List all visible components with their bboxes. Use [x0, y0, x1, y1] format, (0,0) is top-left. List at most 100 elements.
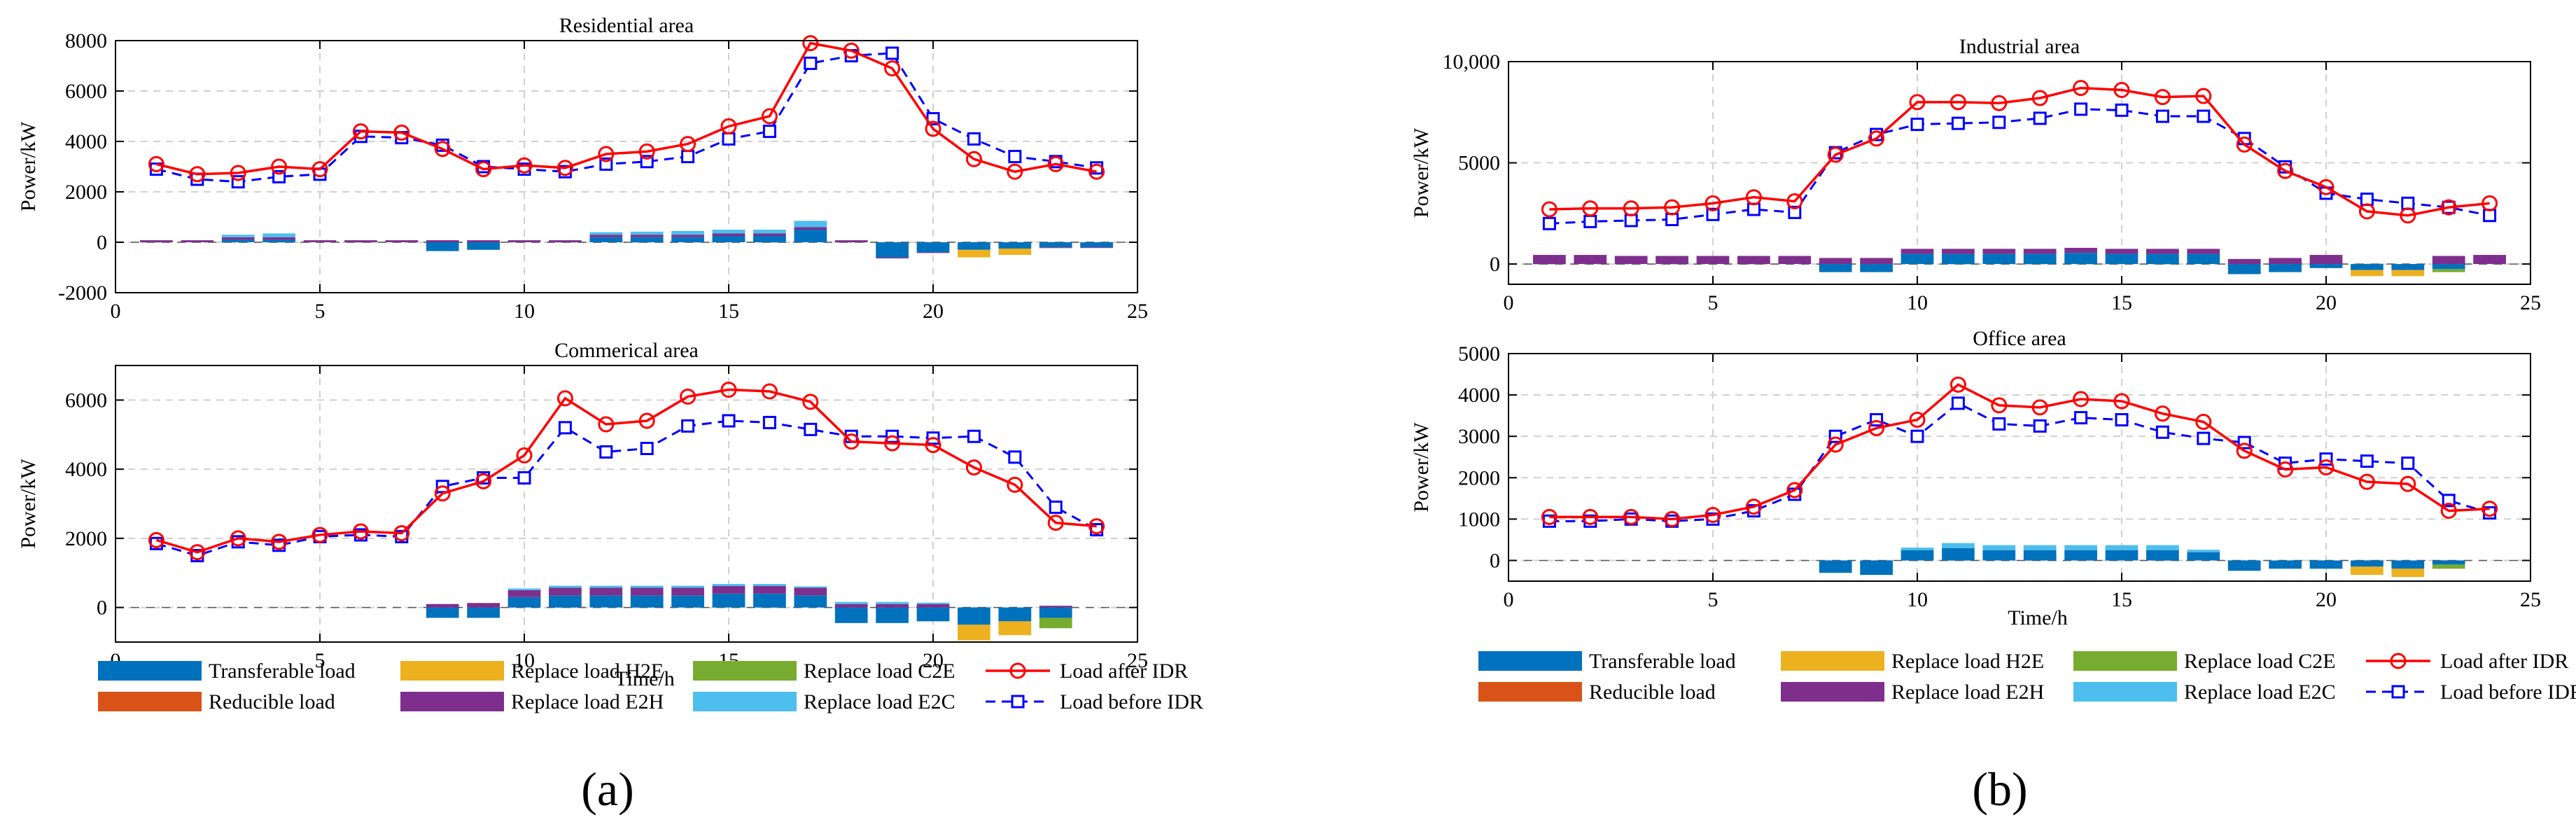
point-after-idr: [2113, 81, 2130, 98]
y-tick-label: 8000: [65, 29, 107, 53]
point-before-idr: [1910, 118, 1924, 132]
bar-e2h: [916, 252, 950, 253]
point-after-idr: [884, 435, 901, 452]
bar-transferable: [630, 595, 664, 608]
legend-label-h2e: Replace load H2E: [511, 660, 664, 683]
point-before-idr: [1828, 429, 1842, 443]
y-tick-label: 10,000: [1443, 50, 1501, 74]
plot-area: [115, 365, 1138, 642]
bar-e2h: [1039, 247, 1072, 249]
point-after-idr: [761, 383, 778, 400]
bar-transferable: [2064, 550, 2097, 561]
bar-transferable: [2309, 560, 2343, 569]
bar-transferable: [549, 595, 582, 608]
bar-transferable: [794, 230, 827, 242]
point-after-idr: [1047, 515, 1064, 531]
point-after-idr: [1007, 476, 1023, 493]
bar-transferable: [2351, 560, 2384, 567]
bar-transferable: [916, 607, 950, 622]
bar-e2h: [2432, 256, 2465, 265]
point-before-idr: [2033, 419, 2047, 433]
bar-transferable: [2023, 550, 2057, 561]
point-after-idr: [1868, 419, 1885, 436]
bar-c2e: [2432, 269, 2465, 272]
bar-e2c: [712, 230, 746, 234]
y-tick-label: 2000: [65, 527, 107, 550]
point-before-idr: [804, 56, 818, 70]
plot-frame: [1508, 61, 2531, 285]
y-tick-label: 0: [1490, 549, 1500, 572]
bar-transferable: [467, 242, 500, 250]
bar-e2h: [1737, 256, 1770, 265]
point-after-idr: [1827, 146, 1844, 163]
bar-transferable: [2146, 253, 2179, 265]
point-after-idr: [1664, 510, 1681, 527]
bar-e2c: [507, 588, 541, 590]
point-after-idr: [2358, 473, 2375, 490]
point-after-idr: [925, 120, 941, 137]
point-after-idr: [2358, 203, 2375, 220]
bar-transferable: [958, 607, 990, 625]
point-before-idr: [2155, 109, 2169, 123]
point-after-idr: [2440, 503, 2457, 520]
bar-transferable: [2391, 264, 2425, 270]
point-after-idr: [434, 485, 451, 502]
point-after-idr: [1786, 482, 1803, 499]
bar-e2h: [671, 235, 704, 237]
bar-e2c: [262, 233, 295, 237]
point-before-idr: [1008, 150, 1022, 164]
point-before-idr: [1665, 212, 1679, 226]
y-tick-label: 4000: [1458, 384, 1500, 407]
point-before-idr: [2115, 413, 2129, 427]
point-before-idr: [722, 132, 736, 146]
x-tick-label: 10: [514, 300, 535, 323]
bar-transferable: [1860, 264, 1893, 272]
bar-transferable: [2269, 264, 2302, 272]
bar-e2c: [2187, 550, 2220, 552]
point-after-idr: [2073, 391, 2090, 407]
residential-chart: 0 5 10 15 20 25-200002000400060008000Resident…: [17, 14, 1148, 323]
point-after-idr: [598, 416, 615, 433]
point-after-idr: [2236, 443, 2253, 459]
point-after-idr: [2400, 475, 2416, 492]
point-after-idr: [2031, 90, 2048, 106]
bar-transferable: [671, 595, 704, 608]
line-before-idr: [1549, 108, 2490, 225]
bar-e2h: [1039, 606, 1072, 608]
bar-transferable: [2105, 253, 2138, 265]
chart-title: Office area: [1973, 327, 2066, 350]
bar-e2h: [2473, 255, 2506, 265]
x-tick-label: 20: [2316, 291, 2337, 314]
x-tick-label: 20: [923, 300, 944, 323]
bar-transferable: [1819, 560, 1852, 573]
point-after-idr: [2154, 89, 2171, 106]
bar-e2h: [2227, 258, 2261, 265]
plot-area: [1508, 354, 2530, 581]
bar-transferable: [998, 607, 1032, 622]
point-after-idr: [1047, 155, 1064, 172]
bar-e2h: [1942, 249, 1975, 254]
point-after-idr: [638, 143, 655, 160]
point-after-idr: [148, 531, 164, 548]
legend-swatch-e2c: [2073, 682, 2177, 702]
bar-h2e: [958, 625, 990, 641]
point-before-idr: [2483, 209, 2497, 223]
bar-transferable: [2064, 253, 2097, 265]
point-before-idr: [1910, 429, 1924, 443]
legend-label-before: Load before IDR: [2440, 681, 2576, 704]
point-after-idr: [2277, 461, 2294, 478]
point-before-idr: [1992, 417, 2006, 431]
legend-label-transferable: Transferable load: [209, 660, 356, 683]
bar-e2h: [1860, 258, 1893, 265]
chart-title: Commerical area: [554, 339, 699, 362]
point-before-idr: [599, 445, 613, 459]
point-after-idr: [1623, 200, 1639, 217]
point-before-idr: [2074, 102, 2088, 116]
x-tick-label: 10: [514, 649, 535, 672]
plot-area: [1508, 62, 2530, 284]
y-tick-label: 5000: [1458, 342, 1500, 365]
bar-e2h: [753, 586, 786, 594]
point-after-idr: [1582, 200, 1599, 217]
bar-transferable: [1942, 548, 1975, 561]
legend-label-reducible: Reducible load: [209, 690, 335, 713]
